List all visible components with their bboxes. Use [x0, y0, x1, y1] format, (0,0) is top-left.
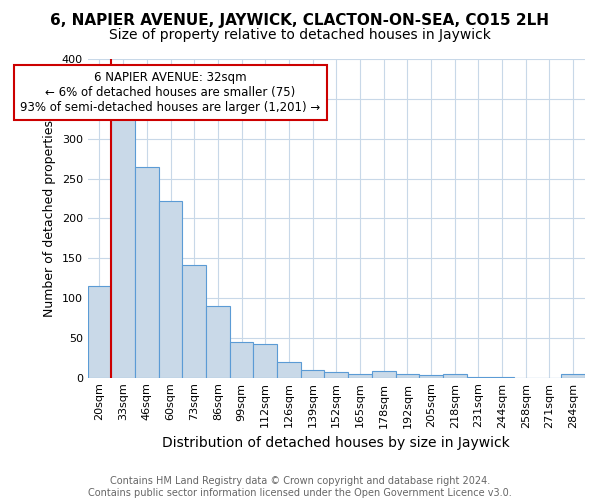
- Bar: [112, 115, 135, 378]
- Bar: [135, 166, 158, 378]
- Bar: [230, 342, 253, 378]
- Bar: [301, 370, 325, 378]
- Bar: [182, 264, 206, 378]
- Text: 6 NAPIER AVENUE: 32sqm
← 6% of detached houses are smaller (75)
93% of semi-deta: 6 NAPIER AVENUE: 32sqm ← 6% of detached …: [20, 71, 320, 114]
- Bar: [348, 374, 372, 378]
- Bar: [372, 372, 395, 378]
- Text: Size of property relative to detached houses in Jaywick: Size of property relative to detached ho…: [109, 28, 491, 42]
- Bar: [158, 201, 182, 378]
- Bar: [419, 376, 443, 378]
- Bar: [88, 286, 112, 378]
- Bar: [562, 374, 585, 378]
- Y-axis label: Number of detached properties: Number of detached properties: [43, 120, 56, 317]
- Bar: [325, 372, 348, 378]
- Text: 6, NAPIER AVENUE, JAYWICK, CLACTON-ON-SEA, CO15 2LH: 6, NAPIER AVENUE, JAYWICK, CLACTON-ON-SE…: [50, 12, 550, 28]
- Bar: [467, 377, 490, 378]
- Bar: [277, 362, 301, 378]
- Bar: [443, 374, 467, 378]
- Bar: [206, 306, 230, 378]
- Bar: [490, 377, 514, 378]
- Text: Contains HM Land Registry data © Crown copyright and database right 2024.
Contai: Contains HM Land Registry data © Crown c…: [88, 476, 512, 498]
- Bar: [395, 374, 419, 378]
- Bar: [253, 344, 277, 378]
- X-axis label: Distribution of detached houses by size in Jaywick: Distribution of detached houses by size …: [163, 436, 510, 450]
